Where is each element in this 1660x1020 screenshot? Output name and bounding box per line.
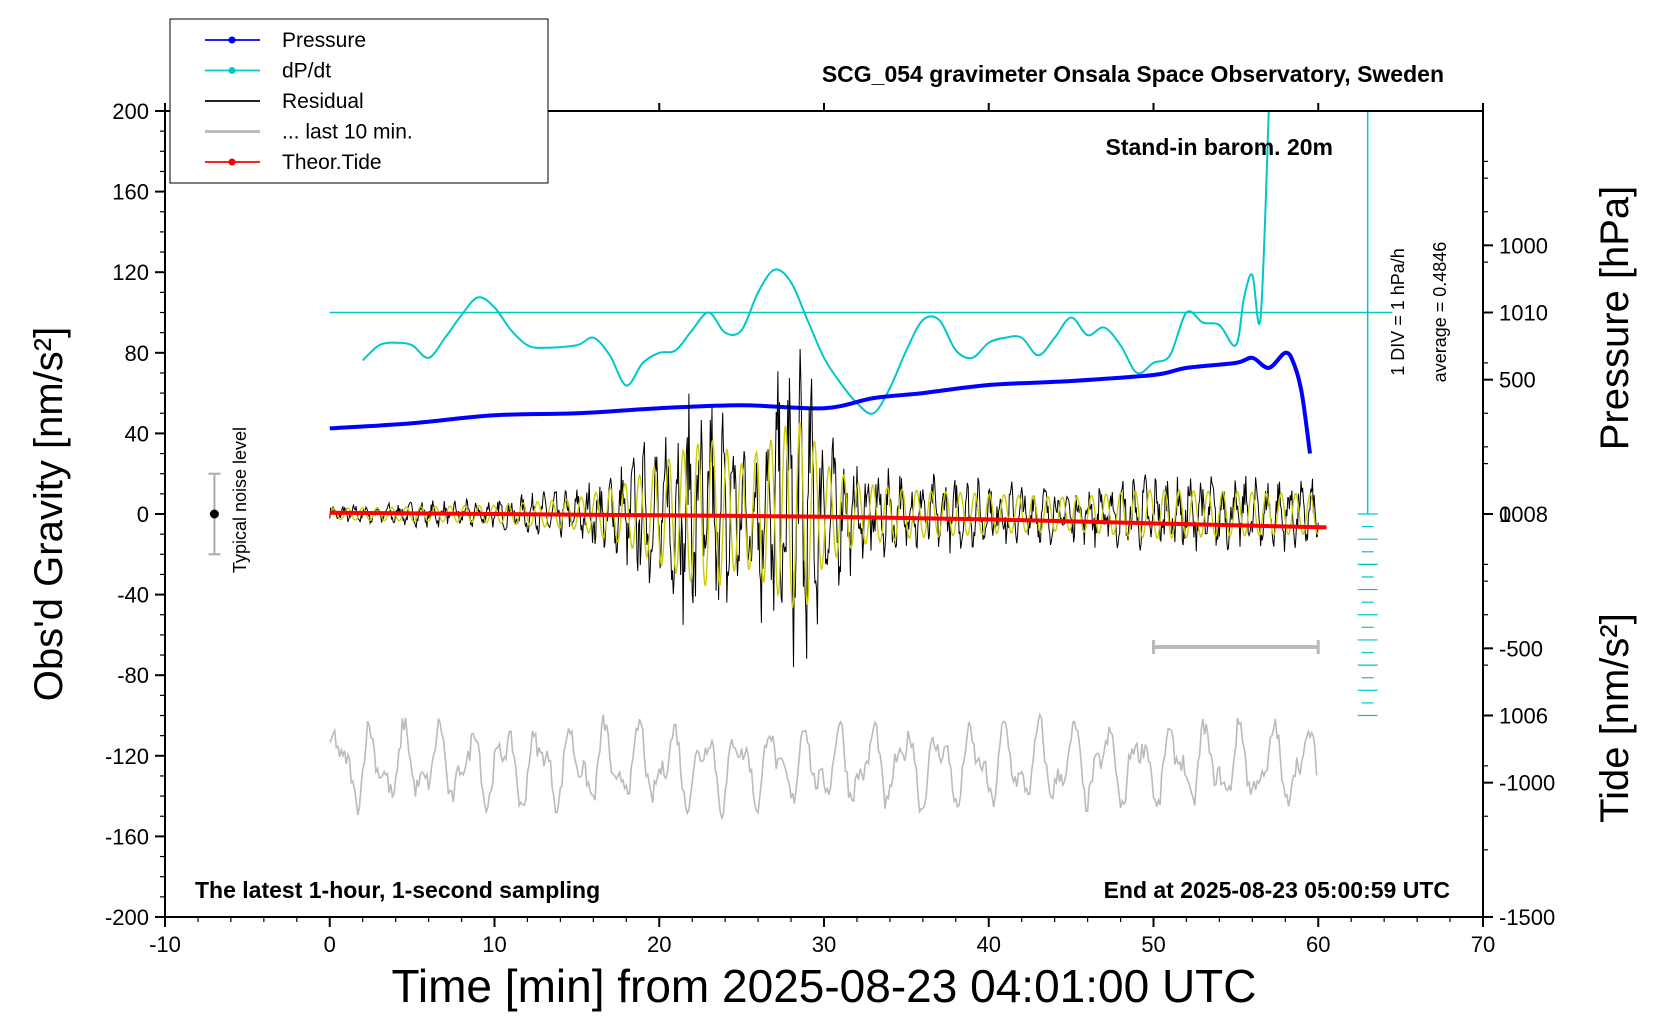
legend-label: Residual [282,90,364,113]
y-tick-label: -80 [117,663,149,688]
plot-area [208,110,1393,821]
tide-tick-label: 500 [1499,368,1536,393]
y-tick-label: 0 [137,502,149,527]
y-axis-label-tide: Tide [nm/s²] [1593,613,1637,823]
y-tick-label: 80 [125,341,149,366]
end-annotation: End at 2025-08-23 05:00:59 UTC [1104,877,1450,903]
x-tick-label: 20 [647,932,671,957]
tide-tick-label: 1000 [1499,233,1548,258]
tide-tick-label: -500 [1499,636,1543,661]
legend-swatch-marker [228,36,236,44]
last-10-min-line [329,712,1318,821]
y-tick-label: -120 [105,744,149,769]
x-tick-label: 40 [977,932,1001,957]
legend-label: ... last 10 min. [282,121,413,144]
dpdt-series-line [361,110,1270,415]
latest-annotation: The latest 1-hour, 1-second sampling [195,877,600,903]
x-tick-label: -10 [149,932,181,957]
legend-swatch-marker [228,158,236,166]
x-axis-label: Time [min] from 2025-08-23 04:01:00 UTC [392,960,1257,1012]
pressure-tick-label: 1010 [1499,301,1548,326]
x-tick-label: 70 [1471,932,1495,957]
legend-label: Pressure [282,29,366,52]
noise-bar-center [209,509,219,519]
x-tick-label: 0 [324,932,336,957]
axis-ticks: -10 0 10 20 30 40 50 60 70 200 160 120 80 40 0 -40 -80 -1… [105,99,1555,957]
x-tick-label: 50 [1141,932,1165,957]
div-annotation: 1 DIV = 1 hPa/h [1388,248,1408,376]
y-axis-label-left: Obs'd Gravity [nm/s²] [27,327,71,701]
y-tick-label: 120 [112,260,149,285]
y-tick-label: -40 [117,583,149,608]
tide-tick-label: 0 [1499,502,1511,527]
legend-label: dP/dt [282,60,331,83]
y-tick-label: -160 [105,824,149,849]
average-annotation: average = 0.4846 [1430,242,1450,383]
x-tick-label: 60 [1306,932,1330,957]
y-axis-label-pressure: Pressure [hPa] [1593,186,1637,451]
pressure-tick-label: 1008 [1499,502,1548,527]
y-tick-label: -200 [105,905,149,930]
x-tick-label: 10 [482,932,506,957]
y-tick-label: 200 [112,99,149,124]
chart-title: SCG_054 gravimeter Onsala Space Observat… [822,61,1444,87]
legend: Pressure dP/dt Residual ... last 10 min. The… [169,18,549,184]
tide-tick-label: -1000 [1499,771,1555,796]
filtered-residual-line [329,421,1319,609]
noise-level-label: Typical noise level [230,427,250,573]
legend-label: Theor.Tide [282,151,382,174]
pressure-series-line [329,350,1312,454]
pressure-tick-label: 1006 [1499,704,1548,729]
stand-in-annotation: Stand-in barom. 20m [1106,134,1333,160]
theoretical-tide-line [329,510,1327,530]
legend-swatch-marker [228,67,236,74]
tide-tick-label: -1500 [1499,905,1555,930]
y-tick-label: 40 [125,421,149,446]
y-tick-label: 160 [112,180,149,205]
x-tick-label: 30 [812,932,836,957]
